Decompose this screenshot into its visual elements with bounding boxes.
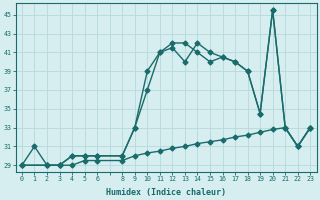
X-axis label: Humidex (Indice chaleur): Humidex (Indice chaleur) <box>106 188 226 197</box>
